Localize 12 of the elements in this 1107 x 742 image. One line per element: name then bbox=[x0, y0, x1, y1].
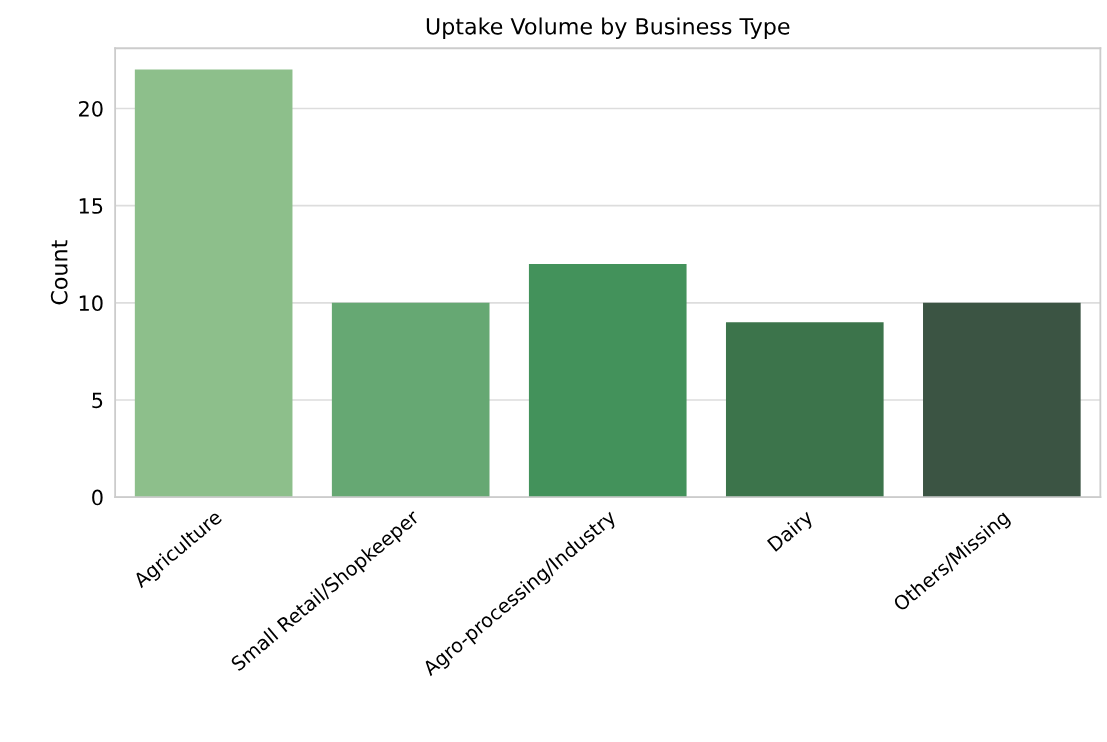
chart-title: Uptake Volume by Business Type bbox=[426, 17, 790, 39]
y-axis-title: Count bbox=[50, 240, 68, 305]
bar bbox=[725, 322, 884, 498]
y-tick-label: 10 bbox=[79, 295, 103, 312]
bar bbox=[528, 263, 687, 498]
bar bbox=[134, 69, 293, 498]
bar bbox=[923, 302, 1081, 498]
bar bbox=[331, 302, 490, 498]
y-tick-label: 20 bbox=[79, 100, 103, 117]
y-tick-label: 15 bbox=[79, 198, 103, 214]
y-tick-label: 5 bbox=[92, 392, 103, 409]
y-tick-label: 0 bbox=[92, 489, 103, 506]
